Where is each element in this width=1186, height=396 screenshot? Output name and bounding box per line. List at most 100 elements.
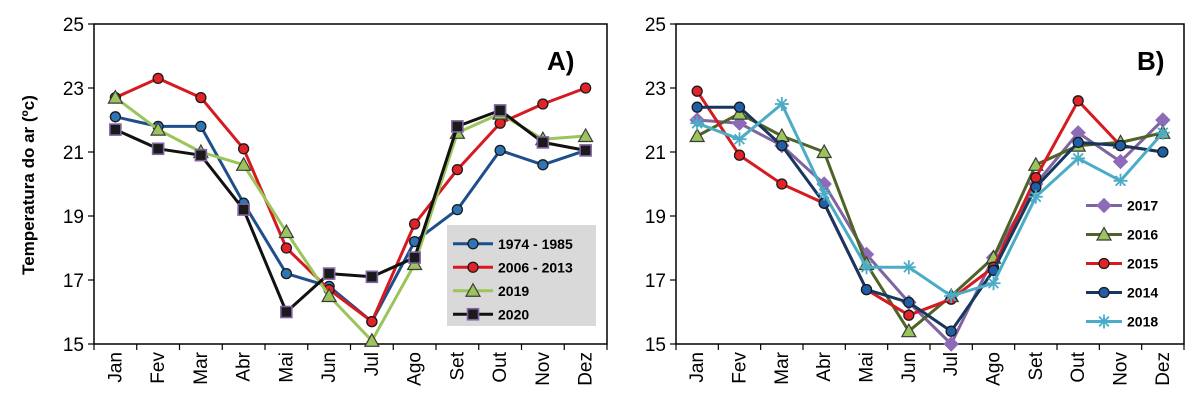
x-tick-label: Fev [730, 352, 751, 384]
data-point [1112, 153, 1129, 170]
legend-marker [1095, 226, 1113, 241]
legend-label: 2016 [1127, 227, 1158, 243]
y-tick-label: 15 [645, 335, 666, 356]
data-point [150, 121, 167, 136]
legend-entry: 2018 [1086, 314, 1158, 330]
data-point [731, 105, 748, 120]
legend-entry: 2016 [1086, 226, 1158, 243]
x-tick-label: Abr [814, 351, 835, 381]
legend-entry: 2014 [1086, 285, 1158, 301]
data-point [691, 85, 703, 97]
x-tick-label: Jan [687, 352, 708, 383]
y-tick-label: 21 [63, 143, 84, 164]
data-point [151, 142, 165, 156]
legend-label: 2014 [1127, 285, 1158, 301]
x-tick-label: Mar [772, 351, 793, 384]
legend-label: 1974 - 1985 [498, 236, 573, 252]
data-point [733, 149, 746, 161]
panel-tag-b: B) [1137, 46, 1164, 76]
x-tick-label: Dez [576, 352, 597, 386]
y-tick-label: 21 [645, 143, 666, 164]
x-tick-label: Nov [533, 352, 554, 386]
data-point [1157, 146, 1169, 158]
y-tick-label: 25 [63, 15, 84, 36]
legend-marker [1098, 286, 1110, 299]
data-point [1071, 151, 1086, 166]
legend-box [1080, 186, 1182, 334]
legend-marker [1097, 314, 1111, 329]
data-point [859, 260, 874, 275]
data-point [536, 136, 550, 149]
data-point [109, 123, 122, 136]
legend-entry: 1974 - 1985 [453, 236, 573, 252]
data-point [322, 267, 336, 280]
data-point [537, 159, 549, 171]
data-point [776, 139, 788, 152]
data-point [365, 270, 379, 284]
data-point [408, 218, 421, 230]
data-point [776, 178, 788, 190]
data-point [537, 98, 549, 110]
data-point [691, 101, 703, 113]
x-tick-label: Mar [191, 351, 212, 384]
data-point [451, 163, 464, 176]
y-tick-label: 15 [63, 335, 84, 356]
x-tick-label: Set [447, 351, 468, 380]
data-point [1113, 173, 1128, 188]
data-point [1027, 156, 1044, 171]
x-tick-label: Ago [984, 352, 1005, 386]
chart-panel-b: B) 15 17 19 21 23 25 Jan Fev Mar Abr Mai Jun Jul Ago S… [645, 15, 1185, 386]
x-tick-label: Jan [105, 352, 126, 383]
panel-tag-a: A) [547, 46, 574, 76]
y-tick-label: 19 [63, 207, 84, 228]
data-point [944, 289, 959, 303]
data-point [1028, 189, 1043, 204]
data-point [733, 101, 746, 113]
x-tick-label: Out [1068, 351, 1089, 382]
data-point [577, 127, 594, 143]
series-line [696, 102, 1164, 298]
legend-label: 2018 [1127, 314, 1158, 330]
x-tick-label: Dez [1153, 352, 1174, 386]
series-line [114, 108, 586, 314]
data-point [903, 296, 915, 309]
data-point [109, 111, 122, 123]
data-point [280, 242, 293, 254]
series-line [114, 96, 586, 343]
y-tick-label: 17 [63, 271, 84, 292]
data-point [860, 283, 873, 296]
data-point [579, 144, 592, 157]
legend-label: 2015 [1127, 256, 1158, 272]
data-point [451, 120, 464, 133]
legend-marker [1098, 257, 1110, 270]
x-tick-label: Jul [362, 352, 383, 376]
data-point [690, 116, 705, 131]
data-point [1072, 136, 1084, 149]
data-point [363, 332, 380, 347]
series-line [695, 90, 1164, 317]
legend-entry: 2017 [1086, 198, 1158, 214]
legend: 2017 2016 2015 2014 2018 [1080, 186, 1182, 334]
legend-marker [467, 238, 479, 250]
legend-entry: 2006 - 2013 [453, 259, 573, 275]
data-point [689, 127, 706, 143]
series-2020 [109, 104, 592, 319]
legend-marker [466, 307, 480, 321]
data-point [1114, 139, 1127, 152]
legend-label: 2020 [498, 306, 529, 322]
legend-label: 2006 - 2013 [498, 259, 573, 275]
legend-entry: 2015 [1086, 256, 1158, 272]
data-point [280, 305, 293, 319]
data-point [451, 203, 464, 216]
x-tick-label: Nov [1111, 352, 1132, 386]
data-point [280, 267, 293, 280]
series-line [696, 112, 1164, 333]
y-tick-label: 25 [645, 15, 666, 36]
x-tick-label: Fev [148, 352, 169, 384]
data-point [816, 143, 833, 159]
data-point [321, 287, 338, 303]
chart-panel-a: Temperatura do ar (ºc) A) 15 17 19 21 23 25 Ja… [19, 15, 608, 386]
data-point [943, 336, 959, 352]
data-point [194, 148, 208, 162]
